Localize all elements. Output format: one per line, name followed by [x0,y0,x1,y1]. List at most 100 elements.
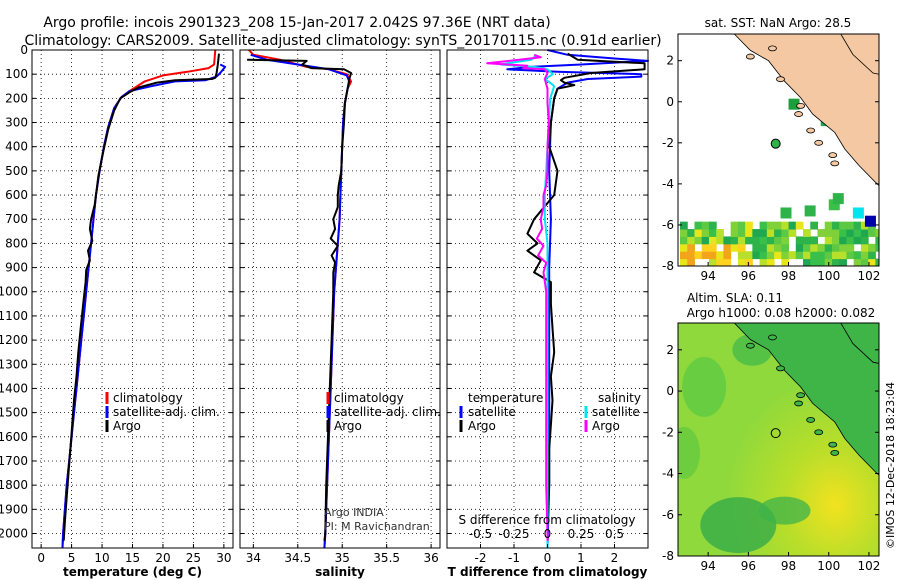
sst-pixel [868,229,876,237]
land-sumatra [733,34,879,187]
sst-pixel [687,243,695,252]
sla-map-title-line2: Argo h1000: 0.08 h2000: 0.082 [687,306,876,320]
sst-pixel [846,236,855,245]
sst-pixel [708,258,717,266]
figure-title-line1: Argo profile: incois 2901323_208 15-Jan-… [43,15,550,31]
sst-pixel [687,229,695,237]
sst-pixel [868,258,876,266]
legend-argo-label: Argo [113,419,141,433]
s-tick-label: 0 [544,527,552,541]
island [745,53,755,60]
island [768,334,777,341]
y-tick-label: 1600 [0,430,28,444]
legend-t-satellite-label: satellite [468,405,516,419]
x-axis-label: salinity [315,565,365,579]
x-tick-label: 100 [817,559,840,573]
sst-pixel [701,243,710,252]
sst-pixel [680,243,688,252]
sst-pixel [766,229,775,237]
temperature-panel: 0100200300400500600700800900100011001200… [0,43,234,579]
x-tick-label: 34 [246,551,261,565]
temperature-legend: climatology satellite-adj. clim. Argo [105,391,220,433]
plot-frame [239,49,441,549]
y-tick-label: 1400 [0,381,28,395]
sst-pixel [766,258,775,266]
x-tick-label: 10 [94,551,109,565]
sst-pixel [839,258,847,266]
y-tick-label: 700 [5,212,28,226]
x-tick-label: 1 [577,551,585,565]
sla-patch [682,356,727,417]
sla-map-panel: Altim. SLA: 0.11 Argo h1000: 0.08 h2000:… [662,291,880,573]
series-line-argo [62,53,220,541]
sst-pixel [701,236,710,245]
sst-pixel [803,236,811,245]
difference-top-axis-label: S difference from climatology [459,513,636,527]
y-tick-label: -2 [662,425,674,439]
sst-pixel [745,258,753,266]
s-tick-label: 0.5 [605,527,624,541]
y-tick-label: 1300 [0,357,28,371]
sst-pixel [745,236,753,245]
sst-pixel [853,258,862,266]
sst-pixel [708,221,717,230]
sla-patch [758,496,811,525]
sst-pixel [708,243,717,252]
sst-pixel [723,236,732,245]
x-axis-label: temperature (deg C) [63,565,202,579]
sst-pixel [831,229,840,237]
y-tick-label: 1900 [0,502,28,516]
sst-pixel [745,229,753,237]
sst-pixel [737,229,746,237]
island [814,139,824,146]
sst-pixel [781,229,790,237]
sst-pixel [680,236,688,245]
map-frame [677,33,880,267]
salinity-annotation-pi: PI: M Ravichandran [324,520,430,533]
sla-patch [678,426,701,479]
sst-pixel [831,258,840,266]
x-tick-label: 94 [701,269,716,283]
sst-pixel [730,236,739,245]
island [745,342,755,349]
sst-pixel [708,229,717,237]
legend-satellite-label: satellite-adj. clim. [113,405,220,419]
sst-pixel [817,229,826,237]
sst-pixel [687,251,695,260]
sst-pixel [839,221,847,230]
sst-pixel [839,229,847,237]
sst-pixel [687,236,695,245]
figure-title-line2: Climatology: CARS2009. Satellite-adjuste… [24,33,661,49]
y-tick-label: -6 [662,218,674,232]
x-tick-label: 15 [125,551,140,565]
sst-pixel [687,258,695,266]
island [776,365,785,372]
sst-pixel [730,221,739,230]
sst-pixel [781,236,790,245]
sst-pixel [788,98,800,110]
y-tick-label: 2000 [0,526,28,540]
sla-patch [700,497,777,554]
sst-pixel [716,251,724,260]
sst-pixel [680,221,688,230]
sst-pixel [716,229,724,237]
sst-pixel [716,258,724,266]
sst-pixel [781,221,790,230]
y-tick-label: 300 [5,116,28,130]
sst-pixel [701,251,710,260]
x-tick-label: 0 [37,551,45,565]
x-tick-label: 25 [186,551,201,565]
sst-pixel [694,251,703,260]
sst-pixel [824,221,833,230]
sst-pixel [795,221,804,230]
sst-pixel [759,236,768,245]
sst-map-panel: sat. SST: NaN Argo: 28.5 94 96 98 100 102 2 0 -… [662,16,880,283]
island [776,76,785,83]
series-line-s-argo [486,53,550,541]
sst-pixel [846,243,855,252]
sst-pixel [759,243,768,252]
sst-pixel [780,207,792,219]
y-tick-label: -6 [662,508,674,522]
sst-pixel [759,258,768,266]
sst-pixel [788,229,797,237]
